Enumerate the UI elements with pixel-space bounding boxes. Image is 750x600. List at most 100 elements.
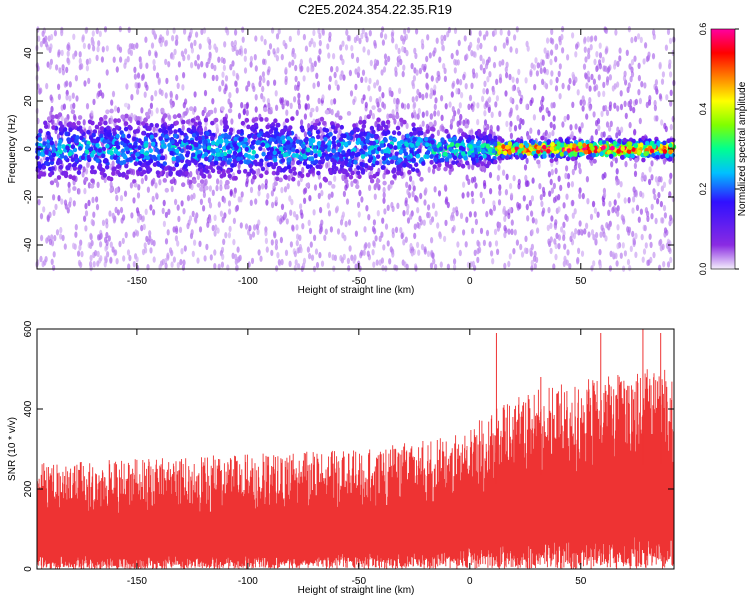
spectrogram-cell <box>511 76 515 83</box>
spectrogram-cell <box>139 60 143 68</box>
spectrogram-cell <box>44 124 49 129</box>
spectrogram-cell <box>213 263 217 270</box>
spectrogram-cell <box>341 40 345 47</box>
spectrogram-cell <box>453 264 457 271</box>
spectrogram-cell <box>306 147 311 153</box>
spectrogram-cell <box>635 204 640 211</box>
spectrogram-cell <box>90 110 94 117</box>
spectrogram-cell <box>175 39 179 46</box>
spectrogram-cell <box>528 146 534 152</box>
spectrogram-cell <box>364 76 368 83</box>
spectrogram-cell <box>498 189 502 196</box>
spectrogram-cell <box>284 78 288 86</box>
spectrogram-cell <box>296 247 300 254</box>
spectrogram-cell <box>261 71 265 78</box>
spectrogram-cell <box>148 148 153 154</box>
spectrogram-cell <box>331 148 336 154</box>
spectrogram-cell <box>634 251 638 258</box>
spectrogram-cell <box>61 144 66 149</box>
spectrogram-cell <box>494 240 499 247</box>
spectrogram-cell <box>285 140 291 146</box>
spectrogram-cell <box>165 171 169 178</box>
spectrogram-cell <box>293 264 297 272</box>
spectrogram-cell <box>510 228 514 235</box>
spectrogram-cell <box>577 141 583 147</box>
spectrogram-cell <box>193 239 197 246</box>
spectrogram-cell <box>612 140 618 146</box>
spectrogram-cell <box>514 146 519 151</box>
spectrogram-cell <box>434 97 438 104</box>
spectrogram-cell <box>592 78 597 85</box>
spectrogram-cell <box>476 256 480 264</box>
spectrogram-cell <box>363 114 368 122</box>
spectrogram-cell <box>320 157 326 163</box>
spectrogram-cell <box>233 39 237 47</box>
spectrogram-cell <box>292 171 298 176</box>
spectrogram-cell <box>442 62 446 70</box>
spectrogram-cell <box>300 65 304 72</box>
spectrogram-cell <box>507 29 511 37</box>
spectrogram-cell <box>85 65 89 72</box>
spectrogram-cell <box>482 131 487 137</box>
spectrogram-cell <box>433 120 437 127</box>
spectrogram-cell <box>433 157 438 163</box>
spectrogram-cell <box>444 157 450 162</box>
spectrogram-cell <box>299 156 304 162</box>
spectrogram-cell <box>503 231 507 239</box>
spectrogram-cell <box>211 224 215 232</box>
spectrogram-cell <box>592 200 596 208</box>
spectrogram-cell <box>302 33 306 41</box>
spectrogram-cell <box>641 172 645 179</box>
spectrogram-cell <box>595 51 599 58</box>
spectrogram-cell <box>514 154 520 160</box>
spectrogram-cell <box>115 187 119 194</box>
spectrogram-cell <box>273 79 277 86</box>
spectrogram-cell <box>291 147 296 153</box>
spectrogram-cell <box>255 168 259 176</box>
spectrogram-cell <box>129 49 133 56</box>
spectrogram-cell <box>154 123 160 128</box>
spectrogram-cell <box>203 255 207 262</box>
spectrogram-cell <box>133 73 137 80</box>
spectrogram-cell <box>408 131 414 137</box>
spectrogram-cell <box>518 123 522 130</box>
spectrogram-cell <box>254 65 258 72</box>
spectrogram-cell <box>118 46 123 53</box>
spectrogram-cell <box>50 166 55 171</box>
spectrogram-cell <box>397 157 403 163</box>
spectrogram-cell <box>414 52 418 60</box>
spectrogram-cell <box>488 171 493 179</box>
spectrogram-cell <box>302 161 308 166</box>
spectrogram-cell <box>232 238 236 246</box>
spectrogram-cell <box>264 170 269 176</box>
spectrogram-cell <box>305 182 310 188</box>
spectrogram-cell <box>392 155 397 161</box>
spectrogram-cell <box>594 128 599 136</box>
spectrogram-cell <box>245 85 249 92</box>
spectrogram-cell <box>654 176 659 183</box>
spectrogram-cell <box>99 117 104 122</box>
spectrogram-cell <box>353 36 357 43</box>
spectrogram-cell <box>197 121 202 126</box>
spectrogram-cell <box>273 161 278 167</box>
spectrogram-cell <box>497 222 502 229</box>
spectrogram-cell <box>87 77 91 85</box>
spectrogram-cell <box>41 164 47 170</box>
spectrogram-cell <box>124 174 129 180</box>
spectrogram-cell <box>313 125 318 131</box>
spectrogram-cell <box>381 39 385 46</box>
spectrogram-cell <box>161 36 165 43</box>
spectrogram-cell <box>275 33 280 40</box>
spectrogram-cell <box>512 174 516 182</box>
spectrogram-cell <box>461 192 465 199</box>
spectrogram-cell <box>588 85 592 92</box>
spectrogram-cell <box>259 255 263 262</box>
spectrogram-cell <box>191 132 197 138</box>
spectrogram-cell <box>367 214 371 221</box>
spectrogram-cell <box>353 159 358 165</box>
spectrogram-cell <box>91 196 95 204</box>
spectrogram-cell <box>96 250 100 258</box>
spectrogram-cell <box>128 254 132 262</box>
spectrogram-cell <box>425 154 430 160</box>
